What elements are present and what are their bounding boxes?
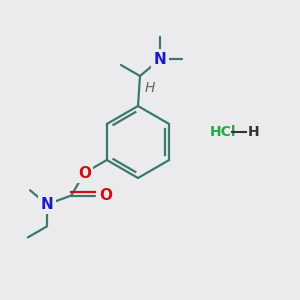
Text: N: N bbox=[154, 52, 166, 67]
Text: N: N bbox=[40, 197, 53, 212]
Text: HCl: HCl bbox=[210, 125, 236, 139]
Text: H: H bbox=[145, 81, 155, 95]
Text: H: H bbox=[248, 125, 260, 139]
Text: O: O bbox=[99, 188, 112, 203]
Text: O: O bbox=[78, 166, 91, 181]
